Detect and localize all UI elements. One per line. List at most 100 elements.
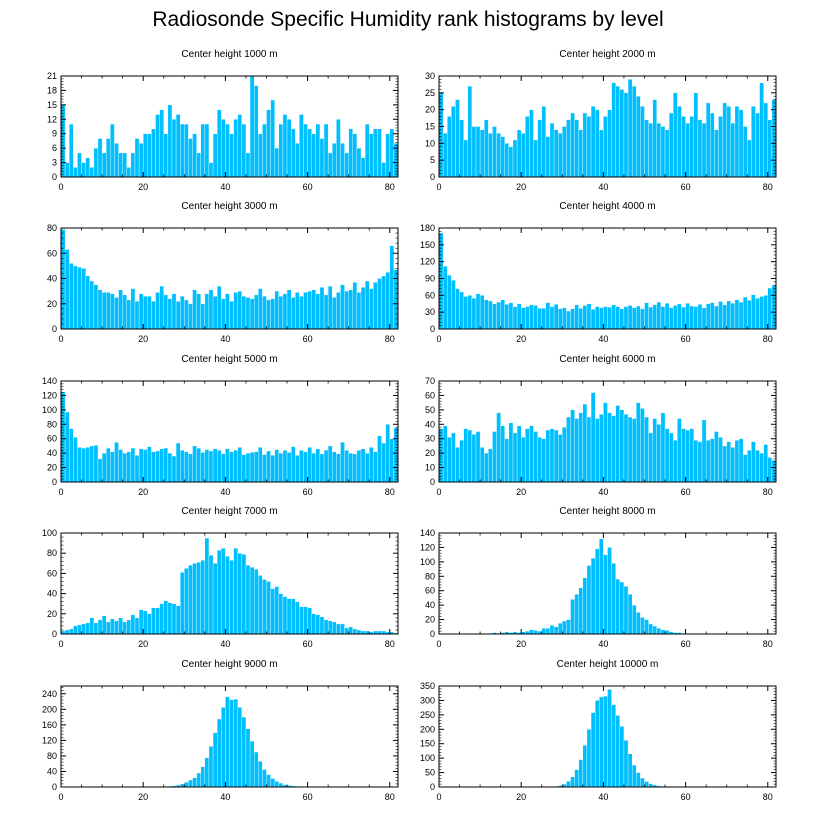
- x-tick-label: 80: [385, 792, 395, 802]
- histogram-bar: [200, 766, 206, 788]
- x-tick-label: 80: [763, 334, 773, 344]
- histogram-bar: [274, 147, 279, 178]
- histogram-bar: [311, 613, 316, 635]
- y-tick-label: 240: [42, 689, 57, 699]
- histogram-bar: [500, 299, 505, 330]
- histogram-bar: [755, 450, 760, 483]
- histogram-bar: [771, 99, 777, 178]
- panel-title: Center height 2000 m: [559, 49, 655, 60]
- histogram-bar: [270, 588, 275, 635]
- histogram-bar: [229, 133, 234, 178]
- histogram-bar: [644, 781, 649, 788]
- histogram-bar: [537, 119, 542, 178]
- histogram-bar: [389, 245, 395, 330]
- y-tick-label: 15: [425, 122, 435, 132]
- y-tick-label: 150: [420, 739, 435, 749]
- histogram-bar: [266, 774, 271, 788]
- histogram-bar: [648, 306, 653, 330]
- histogram-bar: [266, 109, 271, 178]
- y-tick-label: 0: [52, 782, 57, 792]
- histogram-bar: [323, 123, 329, 178]
- histogram-bar: [385, 133, 390, 178]
- histogram-bar: [504, 304, 510, 330]
- histogram-bar: [619, 581, 625, 635]
- histogram-bar: [60, 104, 66, 178]
- histogram-bar: [212, 448, 218, 483]
- y-tick-label: 0: [52, 324, 57, 334]
- histogram-bar: [533, 630, 538, 635]
- histogram-bar: [175, 114, 181, 178]
- histogram-bar: [599, 538, 604, 635]
- histogram-bar: [525, 306, 530, 330]
- histogram-bar: [484, 119, 489, 178]
- histogram-bar: [566, 781, 571, 788]
- histogram-bar: [118, 449, 123, 483]
- histogram-bar: [549, 122, 555, 178]
- histogram-bar: [278, 295, 284, 330]
- histogram-bar: [463, 428, 468, 483]
- x-tick-label: 40: [598, 792, 608, 802]
- histogram-bar: [767, 457, 773, 483]
- y-tick-label: 0: [430, 172, 435, 182]
- histogram-bar: [673, 305, 678, 330]
- histogram-bar: [471, 126, 477, 178]
- histogram-bar: [627, 79, 633, 178]
- histogram-bar: [81, 268, 86, 330]
- y-tick-label: 120: [420, 542, 435, 552]
- histogram-bar: [299, 606, 304, 635]
- histogram-bar: [475, 126, 481, 178]
- histogram-bar: [319, 616, 325, 635]
- histogram-bar: [726, 441, 731, 483]
- histogram-bar: [767, 119, 773, 178]
- y-tick-label: 40: [425, 419, 435, 429]
- histogram-bar: [689, 116, 694, 178]
- y-tick-label: 40: [47, 589, 57, 599]
- histogram-bar: [648, 432, 653, 483]
- histogram-bar: [253, 85, 259, 178]
- histogram-bar: [652, 99, 657, 178]
- histogram-bar: [701, 419, 707, 483]
- x-tick-label: 20: [138, 182, 148, 192]
- histogram-bar: [319, 138, 325, 178]
- histogram-bar: [249, 75, 255, 178]
- histogram-bar: [208, 289, 214, 330]
- histogram-bar: [118, 617, 123, 635]
- histogram-bar: [521, 437, 526, 483]
- histogram-bar: [204, 537, 210, 635]
- x-tick-label: 60: [681, 487, 691, 497]
- x-tick-label: 0: [436, 639, 441, 649]
- histogram-bar: [85, 447, 90, 483]
- histogram-bar: [771, 460, 777, 483]
- histogram-bar: [521, 307, 526, 330]
- histogram-bar: [590, 106, 596, 178]
- y-tick-label: 60: [425, 586, 435, 596]
- y-tick-label: 20: [425, 105, 435, 115]
- histogram-bar: [685, 122, 690, 178]
- panel-title: Center height 5000 m: [181, 354, 277, 365]
- histogram-bar: [763, 295, 768, 330]
- y-tick-label: 140: [42, 376, 57, 386]
- histogram-bar: [262, 123, 267, 178]
- histogram-bar: [607, 109, 612, 178]
- histogram-bar: [184, 123, 189, 178]
- histogram-bar: [303, 123, 308, 178]
- histogram-bar: [459, 291, 464, 330]
- histogram-bar: [562, 426, 567, 483]
- histogram-bar: [258, 761, 263, 788]
- histogram-bar: [262, 579, 267, 635]
- histogram-bar: [143, 449, 148, 483]
- histogram-bar: [233, 119, 238, 178]
- histogram-bar: [636, 402, 641, 483]
- histogram-bar: [471, 434, 477, 483]
- panel-frame: [60, 75, 399, 178]
- histogram-bar: [710, 302, 715, 330]
- histogram-bar: [660, 412, 666, 483]
- histogram-bar: [270, 455, 275, 483]
- histogram-bar: [685, 303, 690, 330]
- histogram-bar: [311, 133, 316, 178]
- histogram-bar: [623, 740, 629, 788]
- histogram-bar: [85, 622, 90, 635]
- x-tick-label: 60: [681, 182, 691, 192]
- histogram-bar: [742, 454, 748, 483]
- histogram-bar: [147, 613, 152, 635]
